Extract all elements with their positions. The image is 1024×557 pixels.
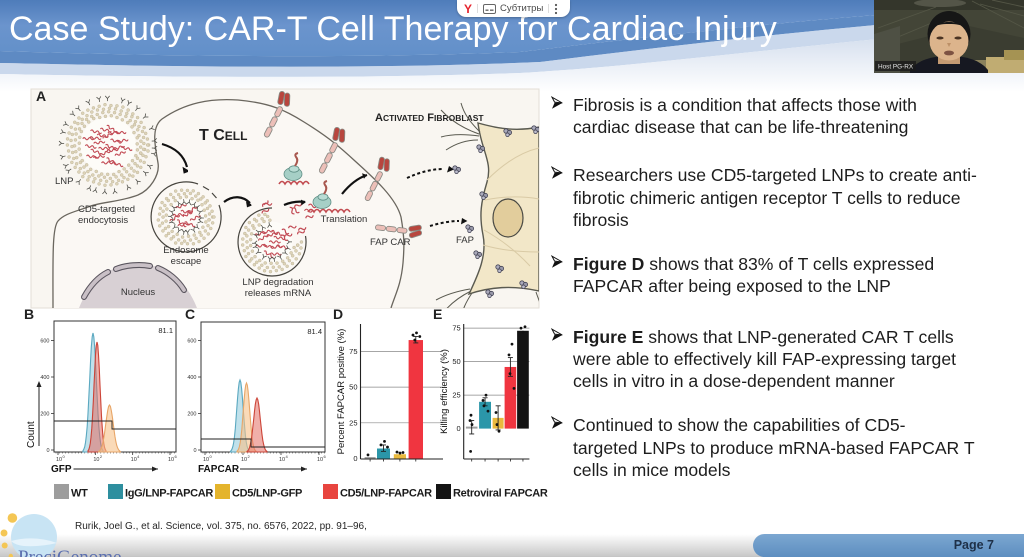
svg-text:200: 200 — [187, 412, 196, 418]
svg-text:10: 10 — [203, 457, 209, 463]
svg-text:25: 25 — [349, 418, 357, 427]
svg-text:LNP degradation: LNP degradation — [242, 277, 313, 288]
svg-text:A: A — [36, 88, 46, 104]
svg-text:Percent FAPCAR positive (%): Percent FAPCAR positive (%) — [336, 329, 347, 455]
svg-text:6: 6 — [175, 454, 178, 459]
svg-text:GFP: GFP — [51, 464, 72, 475]
svg-text:400: 400 — [40, 375, 49, 381]
svg-text:2: 2 — [248, 454, 251, 459]
svg-text:25: 25 — [452, 391, 460, 400]
svg-text:Host PG-RX: Host PG-RX — [878, 64, 914, 71]
svg-text:B: B — [24, 306, 34, 322]
svg-text:endocytosis: endocytosis — [78, 215, 128, 226]
svg-text:0: 0 — [210, 454, 213, 459]
svg-text:releases mRNA: releases mRNA — [245, 288, 312, 299]
svg-text:4: 4 — [286, 454, 289, 459]
svg-text:4: 4 — [137, 454, 140, 459]
svg-text:75: 75 — [452, 324, 460, 333]
svg-text:PreciGenome: PreciGenome — [18, 547, 121, 557]
svg-text:IgG/LNP-FAPCAR: IgG/LNP-FAPCAR — [125, 488, 213, 500]
svg-text:50: 50 — [452, 357, 460, 366]
svg-text:0: 0 — [457, 424, 461, 433]
svg-text:Translation: Translation — [321, 214, 368, 225]
svg-text:10: 10 — [168, 457, 174, 463]
svg-text:Nucleus: Nucleus — [121, 287, 156, 298]
svg-text:10: 10 — [279, 457, 285, 463]
svg-text:0: 0 — [353, 454, 357, 463]
svg-text:LNP: LNP — [55, 176, 73, 187]
svg-text:81.1: 81.1 — [158, 326, 173, 335]
svg-text:81.4: 81.4 — [307, 327, 322, 336]
svg-text:Retroviral FAPCAR: Retroviral FAPCAR — [453, 488, 548, 500]
svg-text:600: 600 — [187, 339, 196, 345]
svg-text:75: 75 — [349, 347, 357, 356]
svg-text:200: 200 — [40, 412, 49, 418]
svg-text:CD5/LNP-FAPCAR: CD5/LNP-FAPCAR — [340, 488, 432, 500]
svg-text:D: D — [333, 306, 343, 322]
svg-text:10: 10 — [93, 457, 99, 463]
svg-text:Killing efficiency (%): Killing efficiency (%) — [439, 349, 450, 434]
svg-text:50: 50 — [349, 383, 357, 392]
svg-text:ACTIVATED FIBROBLAST: ACTIVATED FIBROBLAST — [375, 112, 484, 124]
svg-text:0: 0 — [46, 448, 49, 454]
svg-text:FAP: FAP — [456, 235, 474, 246]
svg-text:10: 10 — [56, 457, 62, 463]
svg-text:10: 10 — [317, 457, 323, 463]
svg-text:CD5/LNP-GFP: CD5/LNP-GFP — [232, 488, 302, 500]
svg-text:WT: WT — [71, 488, 88, 500]
svg-text:C: C — [185, 306, 195, 322]
svg-text:0: 0 — [193, 448, 196, 454]
svg-text:Count: Count — [26, 421, 37, 448]
svg-text:400: 400 — [187, 375, 196, 381]
svg-text:E: E — [433, 306, 442, 322]
svg-text:Endosome: Endosome — [163, 245, 208, 256]
svg-text:T CELL: T CELL — [199, 127, 247, 144]
svg-text:FAPCAR: FAPCAR — [198, 464, 240, 475]
svg-text:600: 600 — [40, 339, 49, 345]
svg-text:2: 2 — [100, 454, 103, 459]
svg-text:0: 0 — [63, 454, 66, 459]
svg-text:escape: escape — [171, 256, 202, 267]
svg-text:6: 6 — [324, 454, 327, 459]
svg-text:CD5-targeted: CD5-targeted — [78, 204, 135, 215]
svg-text:10: 10 — [131, 457, 137, 463]
svg-text:10: 10 — [241, 457, 247, 463]
svg-text:FAP CAR: FAP CAR — [370, 237, 411, 248]
